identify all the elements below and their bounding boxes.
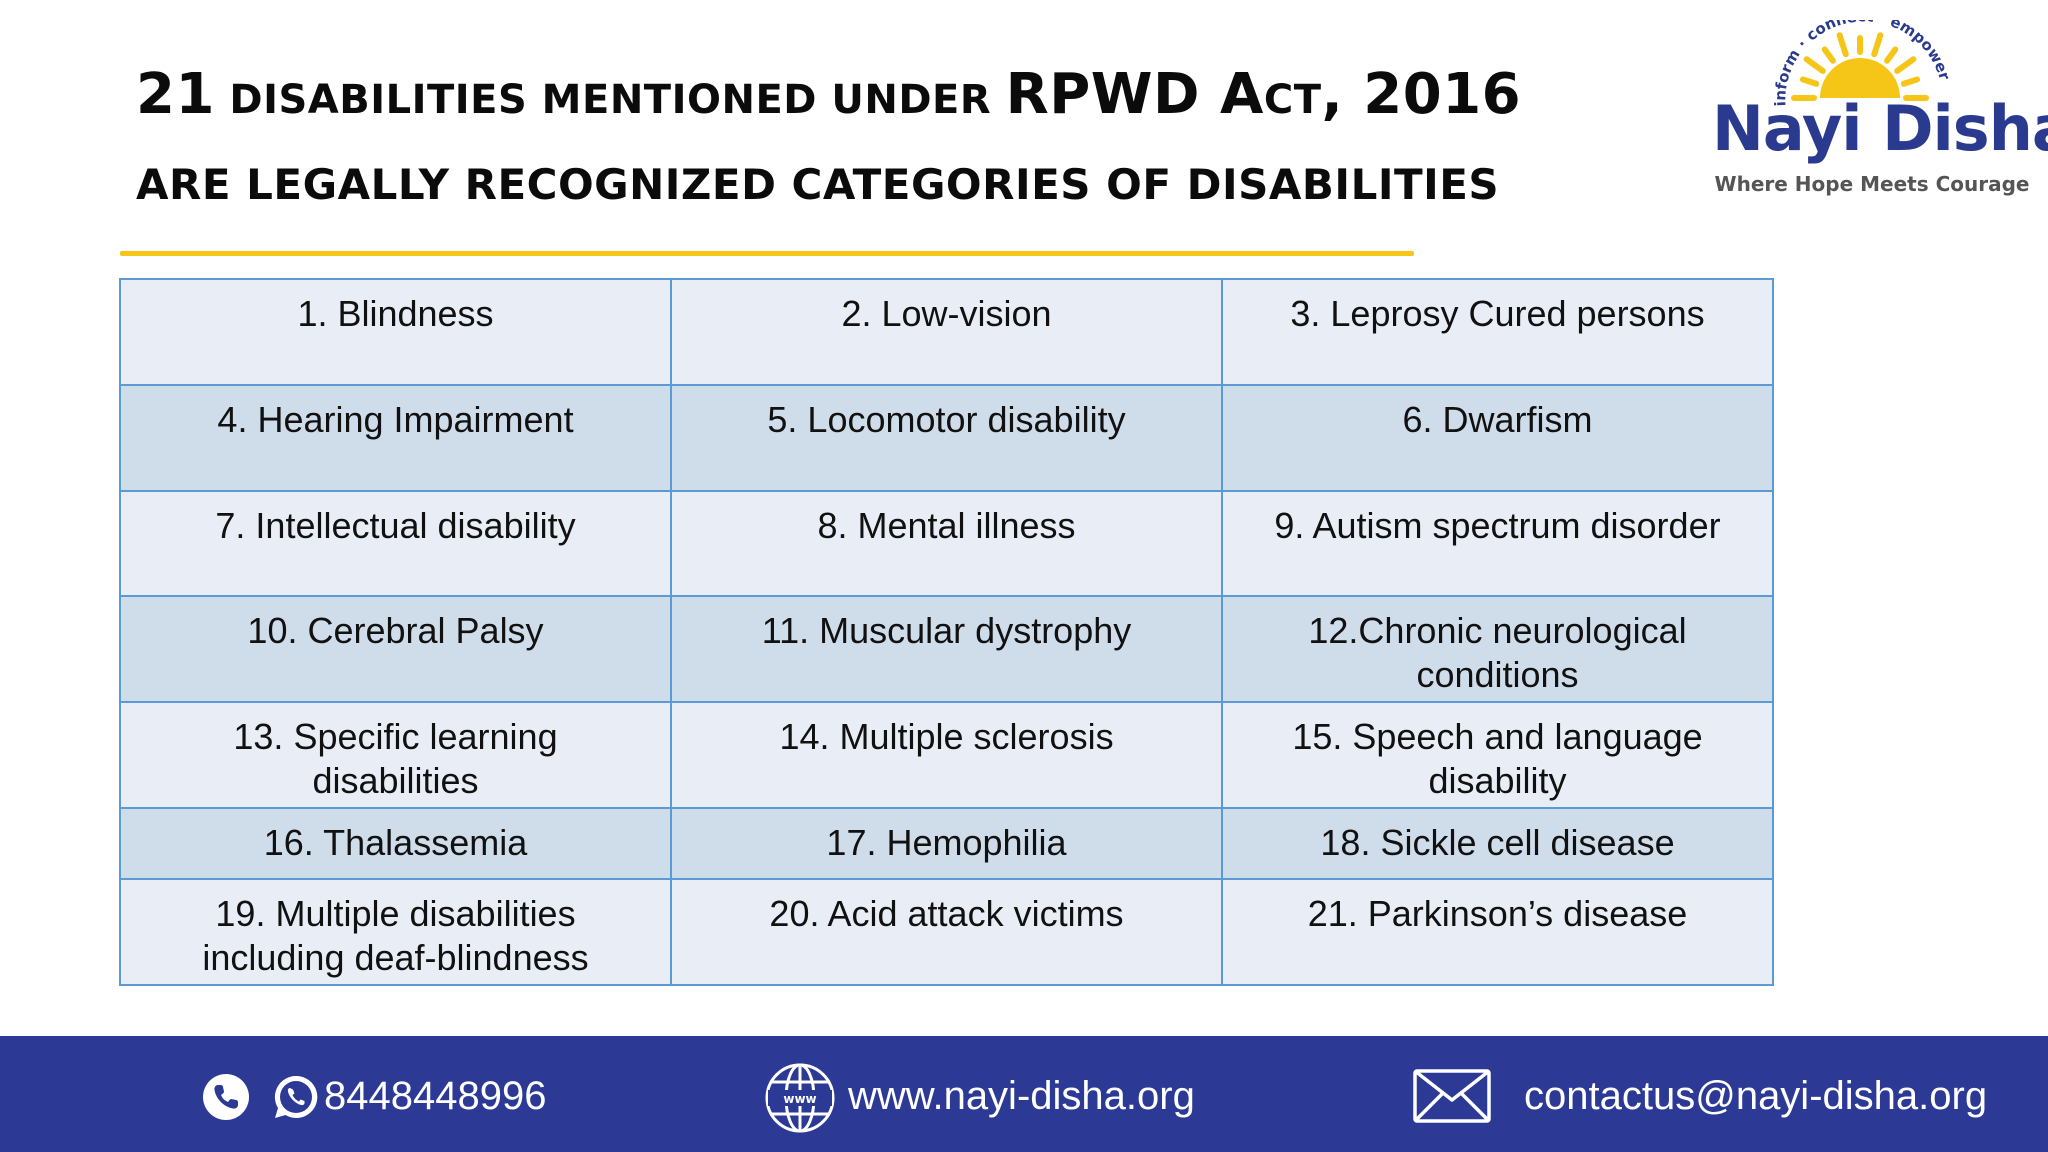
title-number: 21 [136,62,215,127]
phone-contact[interactable]: 8448448996 [202,1066,562,1126]
table-cell: 8. Mental illness [670,490,1223,597]
table-cell: 3. Leprosy Cured persons [1221,278,1774,386]
logo-name: Nayi Disha [1712,92,2048,165]
logo-sun-icon: inform · connect · empower [1771,20,1954,107]
table-cell: 16. Thalassemia [119,807,672,880]
table-row: 10. Cerebral Palsy 11. Muscular dystroph… [119,595,1774,703]
contact-footer: 8448448996 www www.nayi-disha.org co [0,1036,2048,1152]
email-address: contactus@nayi-disha.org [1524,1074,1988,1118]
email-link[interactable]: contactus@nayi-disha.org [1412,1066,2002,1126]
table-row: 7. Intellectual disability 8. Mental ill… [119,490,1774,597]
table-row: 13. Specific learning disabilities 14. M… [119,701,1774,809]
table-cell: 11. Muscular dystrophy [670,595,1223,703]
page-title: 21 DISABILITIES MENTIONED UNDER RPWD ACT… [136,62,1521,127]
table-cell: 2. Low-vision [670,278,1223,386]
table-cell: 9. Autism spectrum disorder [1221,490,1774,597]
table-cell: 15. Speech and language disability [1221,701,1774,809]
nayi-disha-logo: inform · connect · empower Nayi Disha Wh… [1712,20,2048,196]
title-year: , 2016 [1321,62,1522,127]
table-cell: 18. Sickle cell disease [1221,807,1774,880]
table-cell: 19. Multiple disabilities including deaf… [119,878,672,986]
title-act-b: CT [1263,77,1322,123]
website-url: www.nayi-disha.org [848,1074,1195,1118]
table-cell: 17. Hemophilia [670,807,1223,880]
table-cell: 10. Cerebral Palsy [119,595,672,703]
table-cell: 14. Multiple sclerosis [670,701,1223,809]
website-link[interactable]: www www.nayi-disha.org [764,1063,1224,1133]
table-cell: 20. Acid attack victims [670,878,1223,986]
envelope-icon [1413,1069,1491,1123]
title-text-a: DISABILITIES MENTIONED UNDER [214,77,1006,123]
page-subtitle: ARE LEGALLY RECOGNIZED CATEGORIES OF DIS… [136,160,1500,209]
disabilities-table: 1. Blindness 2. Low-vision 3. Leprosy Cu… [119,278,1774,986]
table-cell: 7. Intellectual disability [119,490,672,597]
table-cell: 6. Dwarfism [1221,384,1774,492]
table-cell: 5. Locomotor disability [670,384,1223,492]
accent-divider [120,251,1414,256]
logo-tagline: Where Hope Meets Courage [1714,172,2030,196]
table-row: 4. Hearing Impairment 5. Locomotor disab… [119,384,1774,492]
table-cell: 4. Hearing Impairment [119,384,672,492]
table-row: 19. Multiple disabilities including deaf… [119,878,1774,986]
table-cell: 13. Specific learning disabilities [119,701,672,809]
table-row: 1. Blindness 2. Low-vision 3. Leprosy Cu… [119,278,1774,386]
phone-icon [203,1074,249,1120]
whatsapp-icon [274,1075,318,1118]
table-cell: 12.Chronic neurological conditions [1221,595,1774,703]
phone-number: 8448448996 [324,1074,547,1118]
table-cell: 1. Blindness [119,278,672,386]
svg-text:www: www [783,1092,816,1106]
title-act-a: RPWD A [1005,62,1264,127]
globe-icon: www [765,1063,835,1133]
table-row: 16. Thalassemia 17. Hemophilia 18. Sickl… [119,807,1774,880]
table-cell: 21. Parkinson’s disease [1221,878,1774,986]
